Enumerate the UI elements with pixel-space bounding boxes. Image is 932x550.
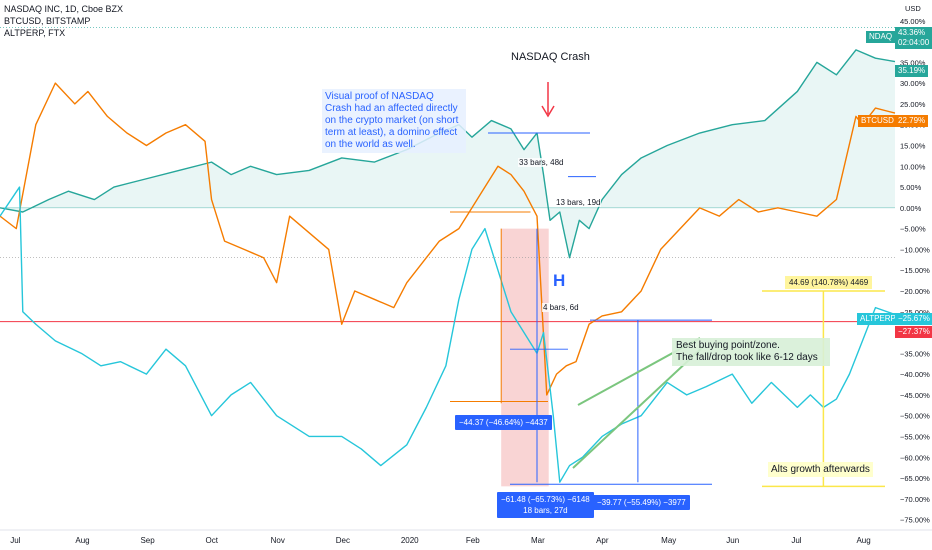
currency-label: USD	[905, 4, 921, 13]
y-tick-label: −65.00%	[900, 474, 930, 483]
x-tick-label: May	[661, 536, 676, 545]
x-tick-label: Nov	[271, 536, 285, 545]
measure-box-3: −39.77 (−55.49%) −3977	[593, 495, 690, 510]
y-tick-label: −10.00%	[900, 245, 930, 254]
price-label-nasdaq-last: 35.19%	[895, 65, 929, 77]
y-tick-label: −5.00%	[900, 225, 926, 234]
nasdaq-name: NDAQ	[869, 32, 893, 41]
y-tick-label: 35.00%	[900, 58, 926, 67]
y-tick-label: 5.00%	[900, 183, 922, 192]
annotation-title: NASDAQ Crash	[511, 51, 590, 63]
buy-zone-line1: Best buying point/zone.	[676, 340, 780, 351]
legend-nasdaq: NASDAQ INC, 1D, Cboe BZX	[4, 4, 124, 14]
x-tick-label: Jul	[791, 536, 801, 545]
y-tick-label: 45.00%	[900, 17, 926, 26]
x-tick-label: Aug	[75, 536, 89, 545]
x-tick-label: Dec	[336, 536, 350, 545]
annotation-note: Visual proof of NASDAQ Crash had an affe…	[322, 89, 466, 153]
chart-legend: NASDAQ INC, 1D, Cboe BZX BTCUSD, BITSTAM…	[4, 3, 123, 39]
y-tick-label: −70.00%	[900, 495, 930, 504]
x-tick-label: Aug	[856, 536, 870, 545]
y-tick-label: 15.00%	[900, 141, 926, 150]
x-tick-label: Mar	[531, 536, 545, 545]
x-tick-label: Oct	[206, 536, 219, 545]
crash-arrow-head	[541, 105, 555, 118]
y-tick-label: −40.00%	[900, 370, 930, 379]
price-label-red: −27.37%	[895, 326, 932, 338]
nasdaq-line	[0, 49, 896, 259]
measure-box-2-line2: 18 bars, 27d	[523, 506, 568, 515]
drawdown-zone	[501, 228, 549, 487]
legend-btc: BTCUSD, BITSTAMP	[4, 16, 91, 26]
x-tick-label: Sep	[140, 536, 155, 545]
nasdaq-value: 43.36%	[898, 28, 926, 37]
x-tick-label: Jul	[10, 536, 20, 545]
legend-alt: ALTPERP, FTX	[4, 28, 66, 38]
price-label-nasdaq: NDAQ	[866, 31, 896, 43]
y-tick-label: 10.00%	[900, 162, 926, 171]
x-tick-label: Feb	[466, 536, 480, 545]
price-label-btc-name: BTCUSD	[858, 115, 897, 127]
annotation-alts: Alts growth afterwards	[768, 462, 873, 477]
bars-label-1: 33 bars, 48d	[518, 158, 565, 167]
y-tick-label: −35.00%	[900, 349, 930, 358]
measure-box-2-line1: −61.48 (−65.73%) −6148	[501, 495, 590, 504]
y-tick-label: −25.00%	[900, 308, 930, 317]
y-tick-label: −60.00%	[900, 453, 930, 462]
price-label-alt: −25.67%	[895, 313, 932, 325]
alt-line	[0, 186, 896, 483]
y-tick-label: −20.00%	[900, 287, 930, 296]
y-tick-label: 25.00%	[900, 100, 926, 109]
y-tick-label: −75.00%	[900, 516, 930, 525]
h-marker: H	[553, 271, 566, 290]
y-tick-label: −15.00%	[900, 266, 930, 275]
nasdaq-time: 02:04:00	[898, 38, 930, 47]
buy-zone-line2: The fall/drop took like 6-12 days	[676, 352, 818, 363]
x-tick-label: Apr	[596, 536, 609, 545]
x-tick-label: 2020	[401, 536, 419, 545]
y-tick-label: −45.00%	[900, 391, 930, 400]
price-label-alt-name: ALTPERP	[857, 313, 899, 325]
y-tick-label: −55.00%	[900, 432, 930, 441]
bars-label-3: 4 bars, 6d	[542, 303, 580, 312]
y-tick-label: 0.00%	[900, 204, 922, 213]
x-tick-label: Jun	[726, 536, 739, 545]
bars-label-2: 13 bars, 19d	[555, 198, 602, 207]
measure-box-1: −44.37 (−46.64%) −4437	[455, 415, 552, 430]
price-label-btc: 22.79%	[895, 115, 929, 127]
nasdaq-area-fill	[0, 49, 895, 258]
btc-line	[0, 82, 896, 396]
annotation-buy-zone: Best buying point/zone. The fall/drop to…	[672, 338, 830, 366]
measure-box-2: −61.48 (−65.73%) −6148 18 bars, 27d	[497, 492, 594, 518]
price-label-nasdaq-value: 43.36% 02:04:00	[895, 27, 932, 49]
y-tick-label: −50.00%	[900, 412, 930, 421]
measure-box-4: 44.69 (140.78%) 4469	[785, 276, 873, 289]
y-tick-label: 30.00%	[900, 79, 926, 88]
